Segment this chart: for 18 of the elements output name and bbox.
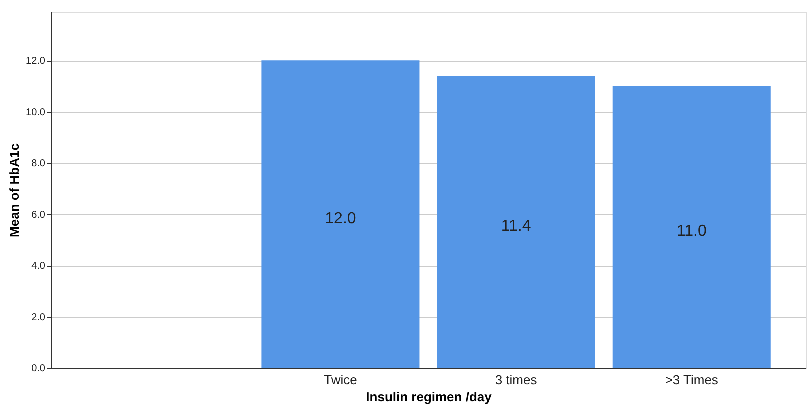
x-axis-title: Insulin regimen /day (366, 390, 493, 404)
x-tick-label: Twice (324, 372, 358, 388)
x-tick-label: 3 times (495, 372, 538, 388)
y-tick-label: 12.0 (26, 56, 46, 68)
y-tick-label: 4.0 (32, 261, 46, 272)
data-label: 12.0 (325, 210, 356, 228)
y-axis-title: Mean of HbA1c (7, 144, 22, 238)
y-tick-label: 2.0 (32, 312, 46, 324)
bar (437, 76, 596, 368)
y-tick-label: 0.0 (32, 364, 46, 374)
bar (612, 86, 771, 368)
data-label: 11.4 (501, 218, 532, 236)
x-tick-label: >3 Times (665, 372, 719, 388)
bar (262, 60, 420, 368)
y-tick-label: 8.0 (32, 158, 46, 170)
data-label: 11.0 (676, 223, 707, 240)
y-tick-label: 10.0 (26, 107, 46, 118)
y-tick-label: 6.0 (32, 210, 46, 221)
